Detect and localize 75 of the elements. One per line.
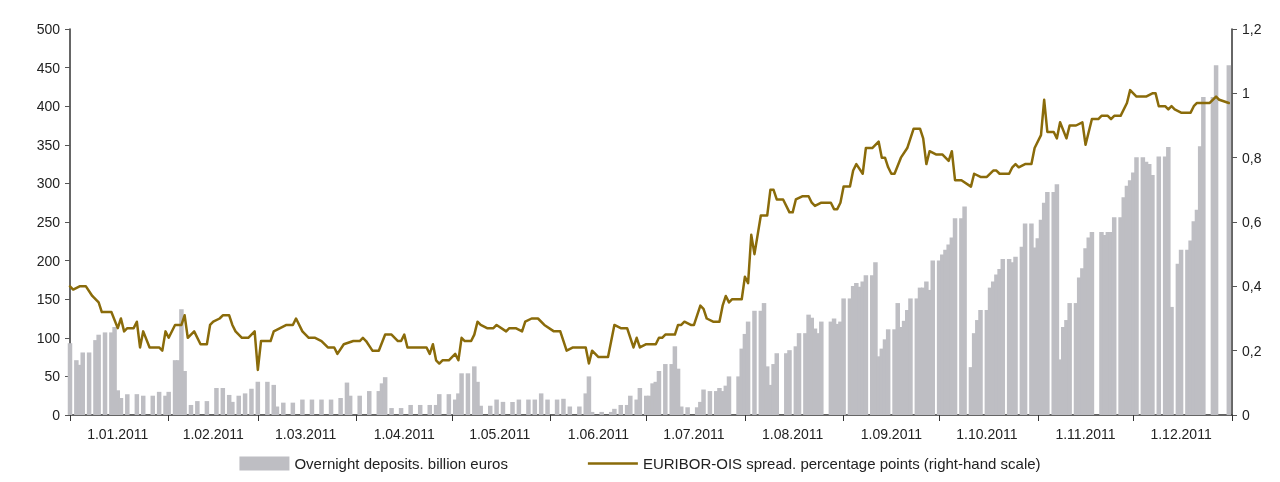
bar bbox=[300, 399, 305, 415]
y-tick-label: 500 bbox=[36, 21, 61, 37]
y2-tick-label: 0 bbox=[1242, 407, 1250, 423]
bar bbox=[1134, 157, 1139, 415]
x-tick-label: 1.01.2011 bbox=[87, 426, 149, 442]
bar bbox=[214, 387, 219, 415]
bar bbox=[281, 402, 286, 415]
y-tick-label: 300 bbox=[36, 175, 61, 192]
bar bbox=[726, 376, 732, 415]
y-tick-label: 250 bbox=[36, 214, 61, 230]
y2-tick-label: 0,4 bbox=[1242, 278, 1262, 295]
bar bbox=[510, 401, 515, 415]
x-tick-label: 1.05.2011 bbox=[469, 426, 531, 442]
x-tick-label: 1.11.2011 bbox=[1055, 426, 1116, 442]
bar bbox=[685, 407, 690, 415]
x-tick-label: 1.02.2011 bbox=[182, 426, 245, 442]
x-tick-label: 1.03.2011 bbox=[274, 426, 337, 442]
bar bbox=[908, 298, 913, 415]
bar bbox=[408, 404, 413, 415]
bar bbox=[195, 401, 200, 415]
legend-label: Overnight deposits. billion euros bbox=[294, 455, 508, 472]
y-tick-label: 200 bbox=[36, 252, 61, 269]
bar bbox=[701, 389, 706, 415]
bar bbox=[526, 399, 531, 415]
x-tick-label: 1.10.2011 bbox=[956, 426, 1018, 442]
bar bbox=[599, 411, 604, 415]
bar bbox=[389, 408, 394, 415]
bar bbox=[561, 398, 566, 415]
y-tick-label: 50 bbox=[44, 368, 61, 385]
bar bbox=[427, 404, 432, 415]
y2-tick-label: 1 bbox=[1242, 85, 1250, 102]
bar bbox=[437, 394, 442, 415]
bar bbox=[112, 326, 117, 415]
line-series bbox=[68, 88, 1231, 372]
bar bbox=[819, 321, 824, 415]
bar bbox=[249, 388, 254, 415]
legend-label: EURIBOR-OIS spread. percentage points (right-hand scale) bbox=[642, 455, 1041, 472]
bar bbox=[166, 391, 171, 415]
bar bbox=[459, 373, 464, 415]
bar bbox=[962, 206, 967, 415]
bar bbox=[1013, 256, 1018, 415]
bar bbox=[978, 310, 983, 415]
bar bbox=[338, 398, 343, 415]
bar bbox=[96, 334, 101, 415]
bar bbox=[367, 391, 372, 415]
bar bbox=[545, 399, 550, 415]
bar bbox=[319, 399, 324, 415]
bar bbox=[538, 393, 544, 415]
y2-tick-label: 0,8 bbox=[1242, 149, 1262, 166]
y2-tick-label: 1,2 bbox=[1242, 21, 1262, 37]
x-tick-label: 1.09.2011 bbox=[860, 426, 923, 442]
bar bbox=[494, 399, 499, 415]
x-tick-label: 1.08.2011 bbox=[762, 426, 824, 442]
x-tick-label: 1.04.2011 bbox=[373, 426, 436, 442]
bar bbox=[242, 393, 248, 415]
bar bbox=[612, 408, 617, 415]
bar bbox=[841, 298, 846, 415]
bar bbox=[1067, 303, 1072, 415]
x-tick-label: 1.06.2011 bbox=[567, 426, 630, 442]
bar bbox=[86, 352, 92, 415]
bar bbox=[357, 395, 362, 415]
bar bbox=[1201, 96, 1206, 415]
y2-tick-label: 0,2 bbox=[1242, 342, 1262, 359]
bar bbox=[752, 310, 757, 415]
y-tick-label: 150 bbox=[36, 291, 61, 308]
x-tick-label: 1.07.2011 bbox=[663, 426, 725, 442]
x-tick-label: 1.12.2011 bbox=[1150, 426, 1212, 442]
y-tick-label: 0 bbox=[52, 407, 61, 423]
y-tick-label: 450 bbox=[36, 59, 61, 76]
bar bbox=[125, 394, 130, 415]
y-tick-label: 350 bbox=[36, 136, 61, 153]
bar bbox=[398, 408, 404, 415]
y-tick-label: 400 bbox=[36, 98, 61, 115]
y-tick-label: 100 bbox=[36, 329, 61, 346]
y2-tick-label: 0,6 bbox=[1242, 214, 1262, 230]
